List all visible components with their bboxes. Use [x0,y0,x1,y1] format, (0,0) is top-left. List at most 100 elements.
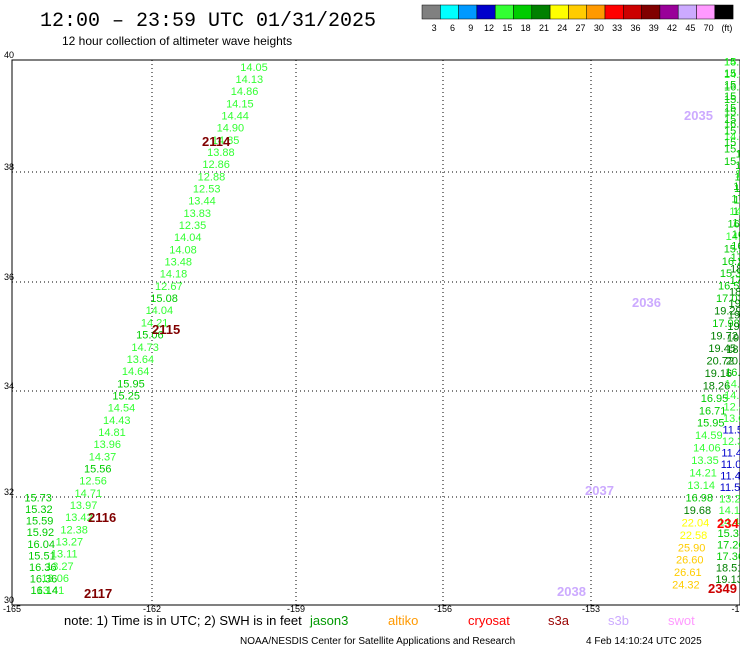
y-tick-label: 32 [4,487,14,497]
swh-value: 15.76 [724,94,740,106]
swh-value: 17.20 [717,540,740,552]
legend-swatch [568,4,587,20]
swh-value: 17.03 [731,193,740,205]
swh-value: 20.33 [726,356,740,368]
swh-value: 13.96 [93,439,121,451]
swh-value: 19.72 [710,331,738,343]
legend-label: 6 [450,23,455,33]
legend-label: 30 [594,23,604,33]
pass-label: 2116 [88,510,116,525]
legend-label: 21 [539,23,549,33]
swh-value: 14.04 [146,305,174,317]
legend-swatch [604,4,624,20]
swh-value: 19.70 [728,310,740,322]
swh-value: 15.36 [720,268,740,280]
y-tick-label: 34 [4,381,14,391]
legend-label: 9 [468,23,473,33]
swh-value: 15 [733,206,740,218]
legend-swatch [458,4,478,20]
swh-value: 16.43 [728,218,740,230]
legend-label: 27 [576,23,586,33]
swh-value: 13.35 [691,455,719,467]
swh-value: 26.61 [674,567,702,579]
legend-label: 36 [630,23,640,33]
swh-value: 14.81 [98,427,126,439]
pass-label: 2037 [585,483,614,498]
swh-value: 14.44 [221,111,249,123]
swh-value: 11.53 [720,482,740,494]
x-tick-labels: -165 -162 -159 -156 -153 -15 [3,604,740,614]
swh-value: 14.86 [231,86,259,98]
swh-value: 13.27 [56,536,84,548]
swh-value: 22.04 [682,517,710,529]
color-legend: 3 6 9 12 15 18 21 24 27 30 33 36 39 42 45 70 (ft) [421,4,734,33]
swh-value: 14.13 [236,74,264,86]
swh-value: 15.06 [724,156,740,168]
y-tick-label: 38 [4,162,14,172]
swh-value: 12.88 [198,171,226,183]
swh-value: 14.04 [174,232,202,244]
swh-value: 16.54 [725,367,740,379]
swh-value: 16.03 [724,81,740,93]
swh-value: 11.43 [720,471,740,483]
swh-value: 14.05 [240,62,268,74]
swh-value: 14.88 [735,169,740,181]
legend-swatch [513,4,533,20]
swh-value: 14.41 [724,69,740,81]
swh-value: 13.11 [51,549,78,561]
swh-value: 18.99 [730,264,740,276]
swh-value: 13.27 [719,494,740,506]
pass-label: 2038 [557,584,586,599]
swh-value: 14.08 [169,244,197,256]
swh-value: 17.60 [730,275,740,287]
swh-value: 11.08 [721,459,740,471]
swh-value: 17.03 [716,293,740,305]
track-values: 14.0514.1314.8614.1514.4414.9014.8513.88… [24,56,740,597]
swh-value: 14.21 [141,317,169,329]
legend-swatch [476,4,496,20]
swh-value: 14.93 [724,131,740,143]
plot-area: -165 -162 -159 -156 -153 -15 40 38 36 34 32 30 14.… [3,50,740,614]
mission-label: s3a [548,613,570,628]
y-tick-label: 40 [4,50,14,60]
pass-label: 2036 [632,295,661,310]
footer-note: note: 1) Time is in UTC; 2) SWH is in fe… [64,613,302,628]
swh-value: 14.54 [108,403,136,415]
pass-label: 2035 [684,108,713,123]
grid-lines [12,60,740,605]
swh-value: 15.32 [25,504,53,516]
swh-value: 13.42 [65,512,93,524]
legend-label: 12 [484,23,494,33]
swh-value: 15.06 [136,330,164,342]
legend-label: 33 [612,23,622,33]
swh-value: 15 [724,102,736,114]
swh-value: 19.68 [684,505,712,517]
swh-value: 18.26 [703,380,731,392]
swh-value: 14.58 [725,379,740,391]
pass-labels: 2114 2115 2116 2117 2035 2036 2037 2038 234 2349 [84,108,739,601]
swh-value: 15.51 [28,550,56,562]
legend-swatch [623,4,642,20]
pass-label: 2117 [84,586,112,601]
swh-value: 16.77 [731,241,740,253]
swh-value: 12.34 [722,436,740,448]
legend-label: 39 [649,23,659,33]
swh-value: 19.13 [715,574,740,586]
swh-value: 15.42 [724,243,740,255]
legend-swatch [494,4,514,20]
swh-value: 20.72 [707,355,735,367]
mission-legend: jason3 altiko cryosat s3a s3b swot [309,613,695,628]
swh-value: 13.97 [70,500,98,512]
swh-value: 18.67 [729,287,740,299]
swh-value: 25.90 [678,542,706,554]
swh-value: 16.22 [722,256,740,268]
swh-value: 15 [734,183,740,195]
x-tick-label: -165 [3,604,21,614]
swh-value: 12.43 [724,402,740,414]
swh-value: 14.21 [689,468,717,480]
swh-value: 16 [735,172,740,184]
swh-value: 15.28 [724,144,740,156]
swh-value: 15 [724,79,736,91]
swh-value: 26.60 [676,555,704,567]
